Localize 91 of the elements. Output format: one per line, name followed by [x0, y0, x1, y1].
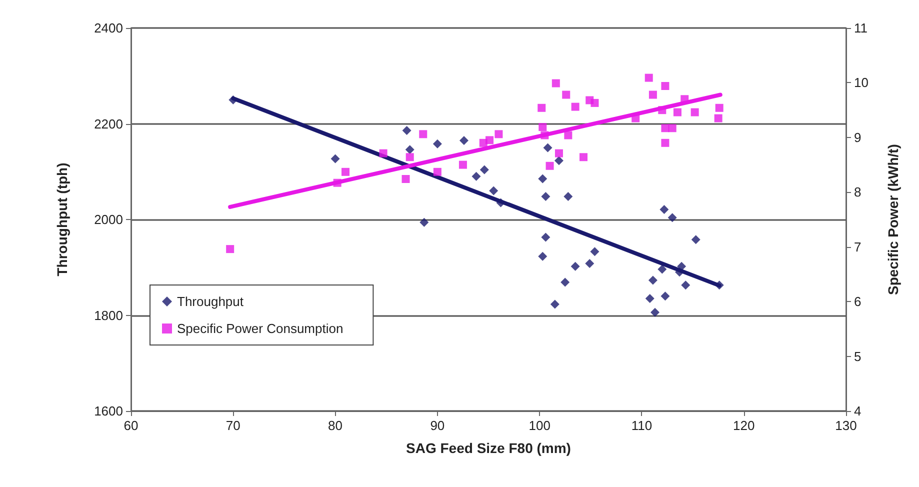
point: [632, 114, 640, 122]
y-tick-label: 2000: [94, 212, 123, 227]
point: [472, 172, 481, 181]
point: [661, 82, 670, 90]
x-axis-title: SAG Feed Size F80 (mm): [406, 440, 571, 456]
x-tick-label: 130: [835, 418, 857, 433]
y2-tick-label: 10: [854, 75, 868, 90]
x-tick-label: 90: [430, 418, 445, 433]
point: [541, 192, 550, 202]
point: [714, 114, 722, 122]
point: [540, 131, 549, 140]
y2-tick-label: 11: [854, 20, 868, 36]
point: [658, 106, 666, 114]
point: [714, 280, 724, 290]
y2-tick-label: 4: [854, 404, 862, 418]
point: [570, 262, 580, 271]
point: [668, 124, 676, 132]
point: [644, 74, 653, 82]
point: [402, 175, 410, 184]
point: [543, 143, 552, 152]
point: [433, 168, 442, 176]
point: [330, 154, 340, 164]
point: [668, 213, 677, 222]
legend-label: Specific Power Consumption: [177, 321, 344, 336]
legend-label: Throughput: [177, 294, 244, 309]
x-tick-label: 110: [631, 418, 652, 433]
y-tick-label: 1800: [94, 308, 123, 323]
point: [715, 104, 724, 112]
point: [650, 308, 660, 317]
point: [402, 126, 412, 135]
point: [419, 130, 428, 138]
point: [673, 108, 682, 116]
point: [554, 156, 564, 166]
y2-axis-title: Specific Power (kWh/t): [885, 144, 901, 295]
y2-tick-label: 9: [854, 130, 862, 145]
point: [552, 79, 560, 88]
point: [489, 186, 498, 196]
point: [571, 102, 580, 111]
y2-tick-label: 6: [854, 294, 862, 310]
point: [648, 276, 658, 285]
point: [459, 136, 468, 146]
point: [564, 131, 572, 140]
point: [546, 162, 554, 170]
point: [379, 149, 388, 158]
point: [562, 90, 570, 99]
point: [691, 235, 700, 244]
x-tick-label: 80: [328, 418, 343, 433]
y2-tick-label: 5: [854, 348, 862, 364]
point: [690, 108, 699, 116]
point: [432, 139, 442, 148]
point: [579, 153, 588, 162]
point: [541, 232, 550, 242]
point: [564, 192, 573, 202]
point: [538, 252, 548, 261]
point: [494, 130, 503, 138]
y-axis-title: Throughput (tph): [54, 162, 70, 276]
y2-tick-label: 8: [854, 184, 862, 200]
point: [420, 218, 429, 227]
point: [538, 104, 546, 112]
point: [658, 264, 667, 274]
point: [226, 245, 234, 254]
point: [660, 292, 670, 301]
point: [550, 300, 560, 309]
point: [645, 294, 654, 303]
point: [342, 168, 350, 176]
x-tick-label: 60: [124, 418, 138, 433]
y-tick-label: 1600: [94, 404, 123, 418]
point: [660, 204, 669, 214]
point: [486, 136, 494, 144]
point: [406, 153, 414, 162]
x-tick-label: 120: [733, 418, 755, 433]
point: [538, 123, 547, 132]
point: [590, 98, 599, 107]
point: [560, 278, 570, 287]
point: [333, 178, 342, 187]
point: [681, 280, 690, 290]
point: [661, 124, 670, 132]
point: [661, 138, 670, 147]
point: [590, 247, 600, 256]
point: [585, 259, 594, 268]
y-tick-label: 2400: [94, 20, 123, 36]
point: [538, 174, 548, 184]
point: [405, 145, 414, 154]
point: [648, 90, 657, 99]
x-tick-label: 70: [226, 418, 240, 433]
y2-tick-label: 7: [854, 239, 862, 254]
y-tick-label: 2200: [94, 116, 123, 132]
point: [554, 149, 563, 158]
point: [480, 165, 489, 174]
point: [458, 160, 467, 169]
x-tick-label: 100: [528, 418, 550, 433]
